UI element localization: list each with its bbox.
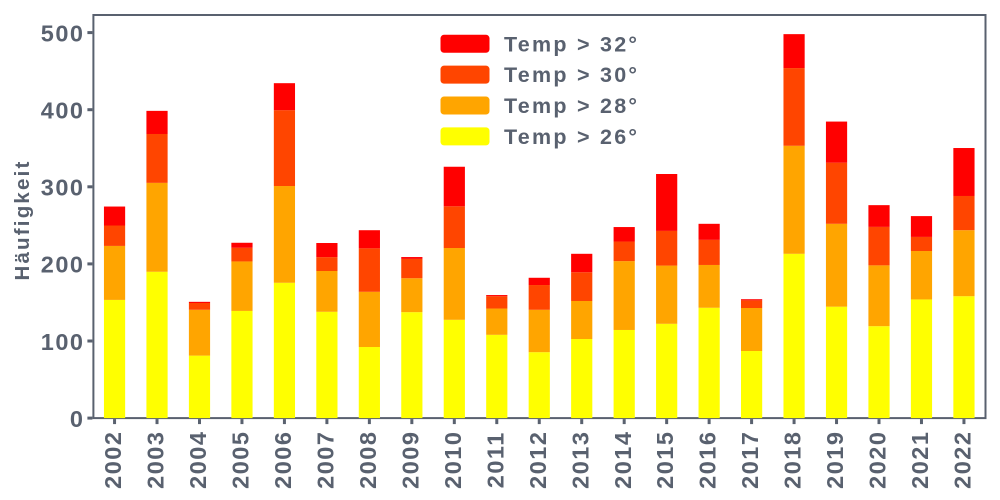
svg-text:2019: 2019 [822, 431, 848, 489]
svg-text:Häufigkeit: Häufigkeit [11, 159, 34, 280]
svg-text:2012: 2012 [525, 431, 551, 489]
svg-text:2021: 2021 [907, 431, 933, 489]
svg-text:Temp > 28°: Temp > 28° [504, 94, 639, 118]
svg-text:100: 100 [41, 329, 85, 355]
svg-text:2006: 2006 [270, 431, 296, 489]
svg-text:2022: 2022 [950, 431, 976, 489]
svg-text:2004: 2004 [185, 431, 211, 489]
svg-text:2016: 2016 [695, 431, 721, 489]
svg-text:2010: 2010 [440, 431, 466, 489]
svg-text:2017: 2017 [737, 431, 763, 489]
svg-text:2018: 2018 [780, 431, 806, 489]
svg-text:2005: 2005 [228, 431, 254, 489]
svg-text:0: 0 [70, 406, 85, 432]
svg-text:Temp > 32°: Temp > 32° [504, 32, 639, 56]
svg-text:Temp > 30°: Temp > 30° [504, 63, 639, 87]
svg-text:500: 500 [41, 20, 85, 46]
svg-text:2015: 2015 [652, 431, 678, 489]
svg-text:2020: 2020 [865, 431, 891, 489]
svg-text:300: 300 [41, 175, 85, 201]
svg-text:200: 200 [41, 252, 85, 278]
svg-text:2009: 2009 [397, 431, 423, 489]
svg-text:Temp > 26°: Temp > 26° [504, 125, 639, 149]
svg-text:400: 400 [41, 98, 85, 124]
svg-text:2007: 2007 [313, 431, 339, 489]
svg-text:2008: 2008 [355, 431, 381, 489]
svg-text:2013: 2013 [567, 431, 593, 489]
svg-text:2003: 2003 [143, 431, 169, 489]
svg-text:2014: 2014 [610, 431, 636, 489]
svg-text:2011: 2011 [482, 431, 508, 488]
svg-text:2002: 2002 [100, 431, 126, 489]
